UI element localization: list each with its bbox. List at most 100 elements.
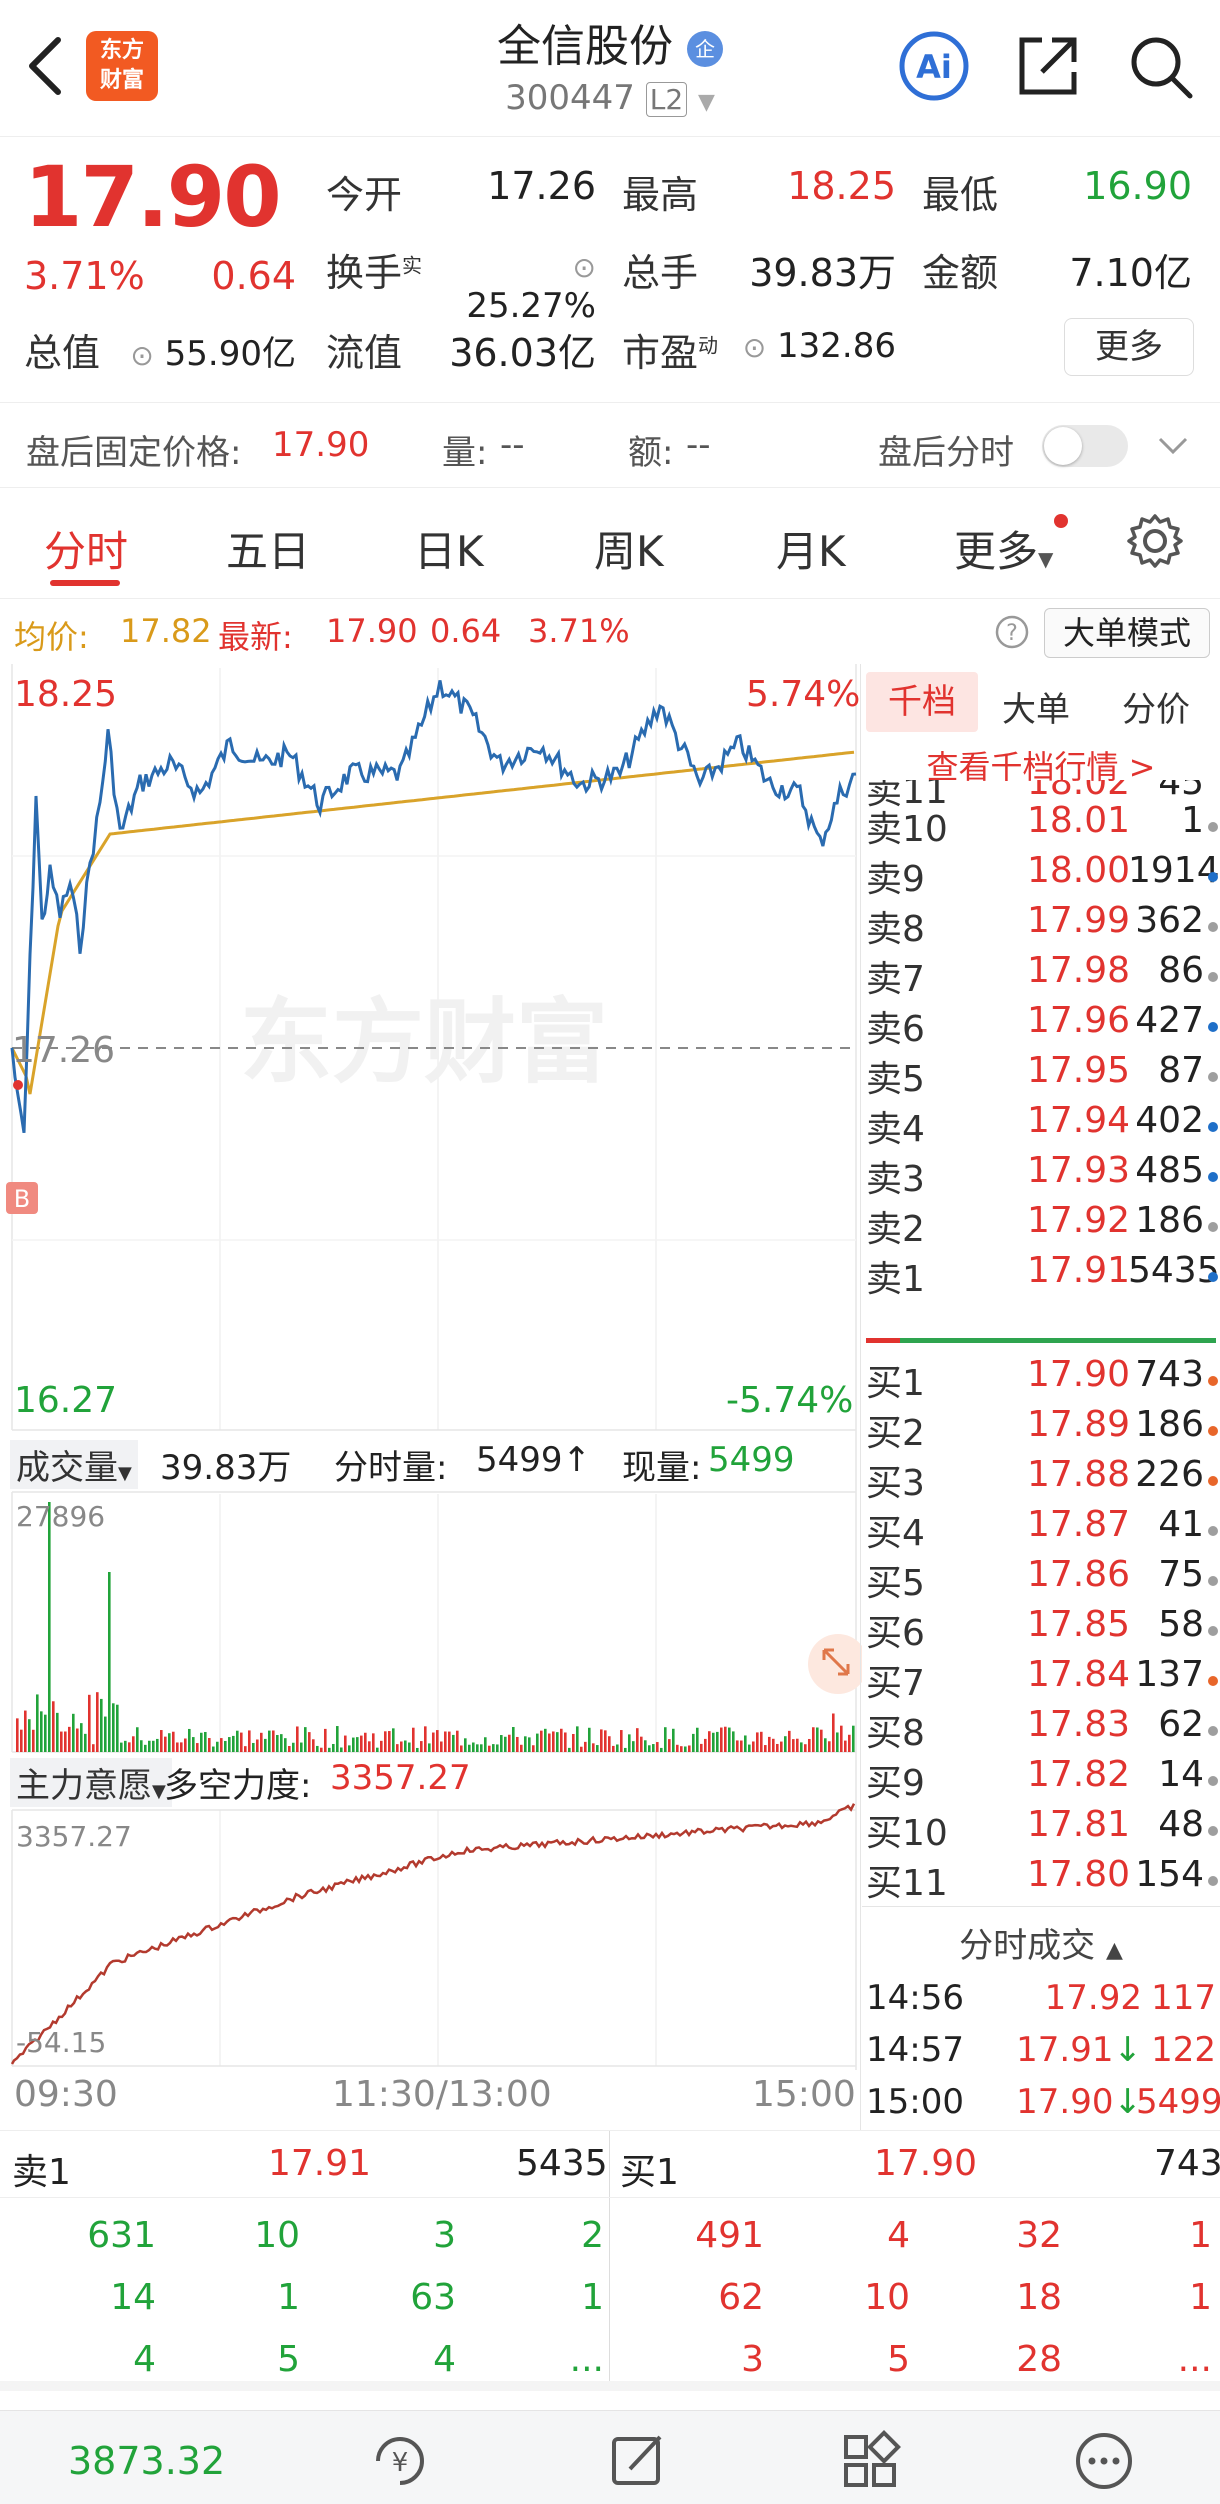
level-dot <box>1208 1776 1218 1786</box>
dropdown-triangle-icon[interactable]: ▼ <box>697 90 715 115</box>
volume-bar <box>680 1746 683 1752</box>
volume-bar <box>748 1744 751 1752</box>
trade-yuan-icon[interactable]: ¥ <box>368 2429 432 2493</box>
volume-bar <box>448 1731 451 1752</box>
volume-indicator-select[interactable]: 成交量▼ <box>10 1440 138 1489</box>
level-price: 17.86 <box>1026 1554 1130 1595</box>
ask-level-row[interactable]: 卖7 17.98 86 <box>866 950 1218 1000</box>
ask-level-row[interactable]: 卖9 18.00 1914 <box>866 850 1220 900</box>
volume-bar <box>804 1744 807 1752</box>
tick-price: 17.90↓ <box>1016 2082 1142 2122</box>
y-axis-high-pct: 5.74% <box>746 674 861 715</box>
bid-level-row[interactable]: 买1 17.90 743 <box>866 1354 1218 1404</box>
svg-text:?: ? <box>1006 621 1018 646</box>
search-icon[interactable] <box>1124 30 1196 102</box>
ask-level-row[interactable]: 卖5 17.95 87 <box>866 1050 1218 1100</box>
share-icon[interactable] <box>1012 30 1084 102</box>
tab-big-orders[interactable]: 大单 <box>1002 690 1070 730</box>
info-circle-icon[interactable]: ⊙ <box>130 339 154 372</box>
level-volume: 402 <box>1135 1100 1204 1141</box>
bid-level-row[interactable]: 买9 17.82 14 <box>866 1754 1218 1804</box>
market-cap-value[interactable]: ⊙ 55.90亿 <box>130 334 296 374</box>
bid-level-row[interactable]: 买8 17.83 62 <box>866 1704 1218 1754</box>
tab-weekly-k[interactable]: 周K <box>594 527 664 576</box>
ask-row-partial: 卖11 18.02 45 <box>866 780 1204 810</box>
volume-bar <box>148 1740 151 1752</box>
info-circle-icon[interactable]: ⊙ <box>572 251 596 284</box>
level-volume: 427 <box>1135 1000 1204 1041</box>
expand-icon[interactable] <box>822 1648 850 1676</box>
ask-level-row[interactable]: 卖6 17.96 427 <box>866 1000 1218 1050</box>
tab-five-day[interactable]: 五日 <box>226 527 311 576</box>
level-dot <box>1208 822 1218 832</box>
volume-bar <box>52 1701 55 1752</box>
ask-level-row[interactable]: 卖1 17.91 5435 <box>866 1250 1220 1300</box>
expand-button-bg[interactable] <box>808 1634 862 1694</box>
tab-intraday[interactable]: 分时 <box>44 527 129 576</box>
bid-level-row[interactable]: 买3 17.88 226 <box>866 1454 1218 1504</box>
pe-value[interactable]: ⊙ 132.86 <box>742 326 896 366</box>
grid-apps-icon[interactable] <box>838 2429 902 2493</box>
intraday-chart[interactable]: 东方财富 B <box>0 664 862 2132</box>
ticks-title[interactable]: 分时成交 ▲ <box>959 1926 1123 1966</box>
volume-bar <box>352 1737 355 1752</box>
volume-bar <box>816 1727 819 1752</box>
active-tab-indicator <box>50 580 120 586</box>
bid-level-row[interactable]: 买5 17.86 75 <box>866 1554 1218 1604</box>
ai-assistant-button[interactable]: Ai <box>898 30 970 102</box>
stock-code-row[interactable]: 300447 L2 ▼ <box>0 78 1220 118</box>
bid-level-row[interactable]: 买11 17.80 154 <box>866 1854 1218 1904</box>
index-value[interactable]: 3873.32 <box>68 2439 226 2483</box>
force-indicator-select[interactable]: 主力意愿▼ <box>10 1758 172 1807</box>
back-arrow-icon[interactable] <box>22 30 70 102</box>
tab-more[interactable]: 更多▼ <box>954 527 1054 576</box>
ask-queue-cell: ... <box>569 2339 604 2380</box>
bid-level-row[interactable]: 买6 17.85 58 <box>866 1604 1218 1654</box>
bid-level-row[interactable]: 买4 17.87 41 <box>866 1504 1218 1554</box>
view-thousand-levels-link[interactable]: 查看千档行情 > <box>926 748 1156 786</box>
y-axis-high: 18.25 <box>14 674 118 715</box>
ask-queue-cell: 1 <box>277 2277 300 2318</box>
volume-bar <box>648 1745 651 1752</box>
level-label: 买4 <box>866 1513 925 1554</box>
ask-level-row[interactable]: 卖8 17.99 362 <box>866 900 1218 950</box>
bid-level-row[interactable]: 买2 17.89 186 <box>866 1404 1218 1454</box>
volume-bar <box>272 1730 275 1752</box>
turnover-value[interactable]: ⊙ 25.27% <box>466 251 596 326</box>
big-order-mode-button[interactable]: 大单模式 <box>1044 608 1210 658</box>
settings-gear-icon[interactable] <box>1126 512 1184 570</box>
volume-bar <box>364 1732 367 1752</box>
ask-level-row[interactable]: 卖10 18.01 1 <box>866 800 1218 850</box>
bid-level-row[interactable]: 买7 17.84 137 <box>866 1654 1218 1704</box>
chevron-down-icon[interactable] <box>1156 431 1190 461</box>
y-axis-low: 16.27 <box>14 1380 118 1421</box>
edit-note-icon[interactable] <box>606 2429 670 2493</box>
after-hours-toggle[interactable] <box>1042 425 1128 467</box>
after-hours-vol: -- <box>500 425 525 465</box>
more-menu-icon[interactable] <box>1072 2429 1136 2493</box>
bid-queue-cell: 62 <box>718 2277 764 2318</box>
volume-bar <box>752 1741 755 1752</box>
volume-bar <box>620 1730 623 1752</box>
buy-marker-badge[interactable] <box>6 1182 38 1214</box>
tab-daily-k[interactable]: 日K <box>414 527 484 576</box>
volume-bar <box>84 1733 87 1752</box>
volume-bar <box>476 1744 479 1752</box>
help-icon[interactable]: ? <box>994 614 1030 650</box>
tab-thousand-levels[interactable]: 千档 <box>866 672 978 732</box>
change-amount: 0.64 <box>211 254 296 298</box>
info-circle-icon[interactable]: ⊙ <box>742 331 767 364</box>
bid-level-row[interactable]: 买10 17.81 48 <box>866 1804 1218 1854</box>
ask-level-row[interactable]: 卖2 17.92 186 <box>866 1200 1218 1250</box>
level-badge: L2 <box>645 82 688 117</box>
volume-bar <box>400 1741 403 1752</box>
tick-volume: 5499 <box>1136 2082 1220 2122</box>
volume-bar <box>104 1716 107 1752</box>
tab-monthly-k[interactable]: 月K <box>776 527 846 576</box>
ask-level-row[interactable]: 卖3 17.93 485 <box>866 1150 1218 1200</box>
ask-level-row[interactable]: 卖4 17.94 402 <box>866 1100 1218 1150</box>
volume-bar <box>336 1726 339 1752</box>
volume-bar <box>184 1738 187 1752</box>
more-quote-button[interactable]: 更多 <box>1064 318 1194 376</box>
tab-price-distribution[interactable]: 分价 <box>1122 690 1190 730</box>
